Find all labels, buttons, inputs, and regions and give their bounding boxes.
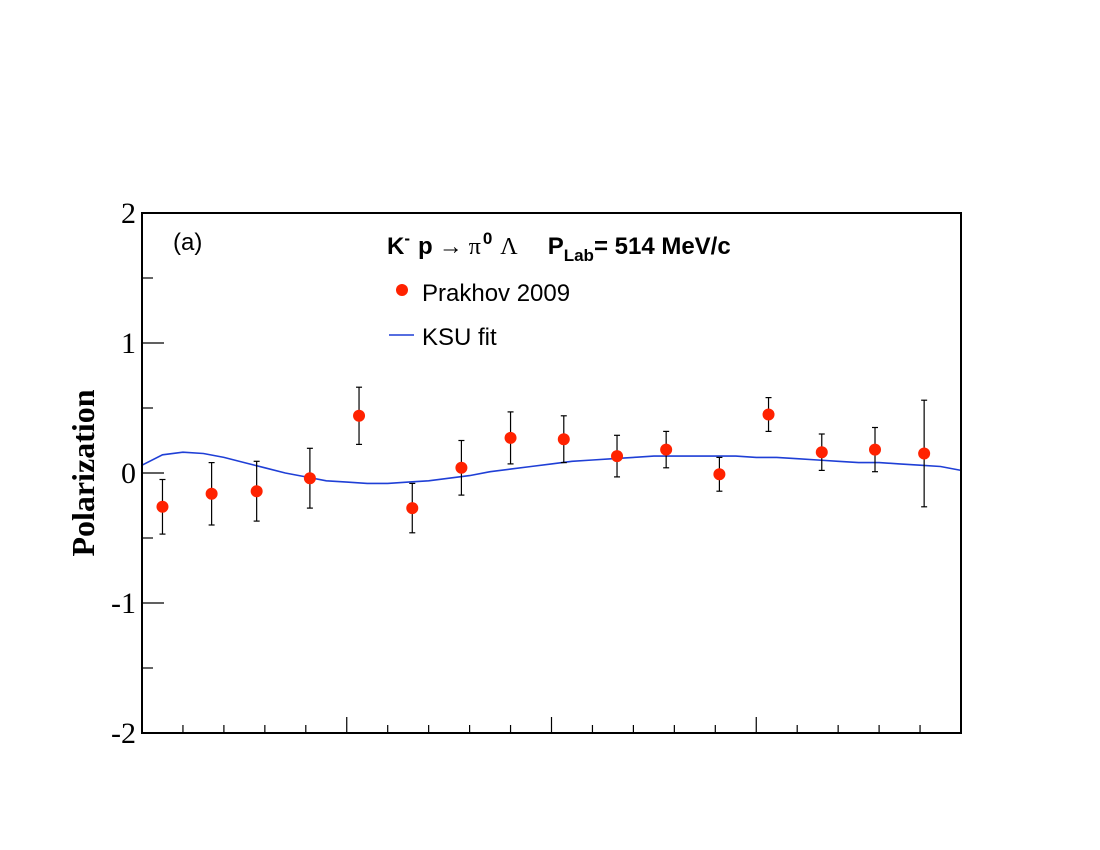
legend-marker-prakhov [396,284,408,296]
y-tick-label: -1 [111,587,136,620]
data-marker [762,408,775,421]
legend: Prakhov 2009 KSU fit [389,280,570,351]
y-tick-labels: 2 1 0 -1 -2 [111,197,136,750]
data-marker [918,447,931,460]
data-point [762,397,775,432]
panel-label: (a) [173,229,202,256]
data-point [455,439,468,496]
data-marker [611,450,624,463]
data-marker [455,461,468,474]
y-axis-title: Polarization [65,389,101,556]
data-marker [504,431,517,444]
data-point [353,386,366,445]
fit-curve-layer [141,451,962,485]
data-marker [303,472,316,485]
title-momentum-subscript: Lab [564,246,594,265]
title-product1-charge: 0 [483,229,492,248]
y-tick-label: -2 [111,717,136,750]
data-point [713,456,726,492]
data-marker [713,468,726,481]
y-tick-label: 1 [121,327,136,360]
y-tick-label: 2 [121,197,136,230]
title-beam-charge: - [404,229,410,248]
data-point [406,482,419,534]
data-point [303,447,316,509]
data-point [205,462,218,526]
title-target: p [418,233,433,260]
title-arrow: → [439,234,463,260]
title-product1: π [469,234,481,260]
data-point [815,433,828,471]
data-marker [815,446,828,459]
title-product2: Λ [500,234,518,260]
data-point [250,460,263,522]
data-point [156,478,169,535]
data-point [660,430,673,469]
title-momentum-value: = 514 MeV/c [594,233,731,260]
title-beam: K [387,233,405,260]
data-marker [250,485,263,498]
data-marker [156,500,169,513]
data-point [504,411,517,465]
data-point [557,415,570,464]
ksu-fit-curve [141,451,962,485]
data-marker [557,433,570,446]
data-points-layer [156,386,931,535]
data-marker [869,443,882,456]
legend-label-ksu: KSU fit [422,324,497,351]
axis-ticks [142,212,921,734]
data-point [611,434,624,478]
chart-title: K-p → π 0 Λ PLab= 514 MeV/c [387,229,731,265]
title-momentum-symbol: P [548,233,564,260]
data-marker [406,502,419,515]
data-marker [205,487,218,500]
data-point [918,399,931,508]
plot-frame [141,212,962,734]
data-marker [353,409,366,422]
y-tick-label: 0 [121,457,136,490]
legend-label-prakhov: Prakhov 2009 [422,280,570,307]
data-point [869,426,882,473]
data-marker [660,443,673,456]
